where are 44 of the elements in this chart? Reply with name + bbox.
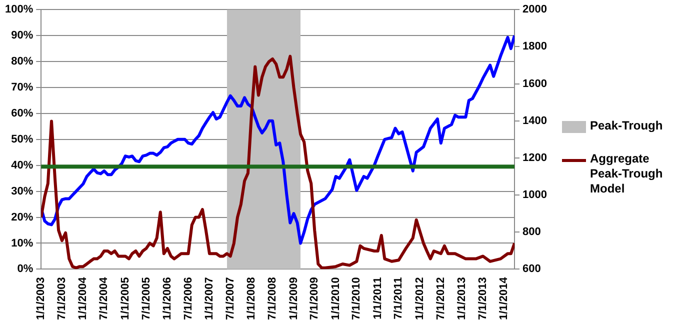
y2-tick-label: 800 [522, 226, 541, 238]
y-tick-label: 90% [11, 30, 34, 42]
x-tick-label: 1/1/2011 [372, 277, 384, 320]
y-tick-label: 20% [11, 211, 34, 224]
y-tick-label: 60% [11, 107, 34, 120]
y-tick-label: 70% [11, 82, 34, 94]
legend-label: Aggregate Peak-Trough Model [590, 151, 663, 196]
x-tick-label: 1/1/2004 [77, 276, 90, 320]
x-tick-label: 7/1/2009 [308, 277, 321, 320]
y2-tick-label: 1200 [522, 152, 548, 164]
x-tick-label: 1/1/2007 [204, 277, 216, 320]
x-tick-label: 7/1/2006 [182, 277, 194, 320]
x-tick-label: 1/1/2013 [456, 277, 468, 320]
x-tick-label: 1/1/2014 [498, 276, 510, 320]
x-tick-label: 7/1/2004 [98, 276, 110, 320]
y-tick-label: 10% [11, 237, 34, 250]
y2-tick-label: 2000 [522, 4, 548, 16]
x-tick-label: 1/1/2008 [246, 277, 258, 320]
y2-tick-label: 1600 [522, 78, 548, 90]
x-tick-label: 1/1/2005 [119, 277, 132, 320]
x-tick-label: 7/1/2005 [140, 277, 152, 320]
x-tick-label: 7/1/2003 [56, 277, 68, 320]
x-tick-label: 1/1/2010 [330, 277, 342, 320]
x-tick-label: 7/1/2010 [350, 277, 363, 320]
y-tick-label: 50% [11, 133, 34, 146]
x-tick-label: 7/1/2012 [434, 277, 447, 320]
x-tick-label: 7/1/2011 [392, 277, 405, 320]
y2-tick-label: 1800 [522, 40, 548, 53]
x-tick-label: 7/1/2013 [476, 277, 489, 320]
y2-tick-label: 1400 [522, 114, 548, 127]
y-tick-label: 0% [17, 263, 34, 276]
x-tick-label: 1/1/2009 [288, 277, 300, 320]
x-tick-label: 1/1/2006 [161, 277, 174, 320]
y2-tick-label: 600 [522, 263, 541, 276]
legend-label: Peak-Trough [590, 118, 663, 132]
x-tick-label: 7/1/2007 [224, 277, 236, 320]
y-tick-label: 100% [4, 4, 34, 16]
x-tick-label: 1/1/2003 [35, 277, 48, 320]
x-tick-label: 1/1/2012 [414, 277, 426, 320]
y2-tick-label: 1000 [522, 189, 548, 202]
y-tick-label: 80% [11, 56, 34, 68]
x-tick-label: 7/1/2008 [266, 277, 279, 320]
y-tick-label: 40% [11, 159, 34, 172]
y-tick-label: 30% [11, 185, 34, 198]
